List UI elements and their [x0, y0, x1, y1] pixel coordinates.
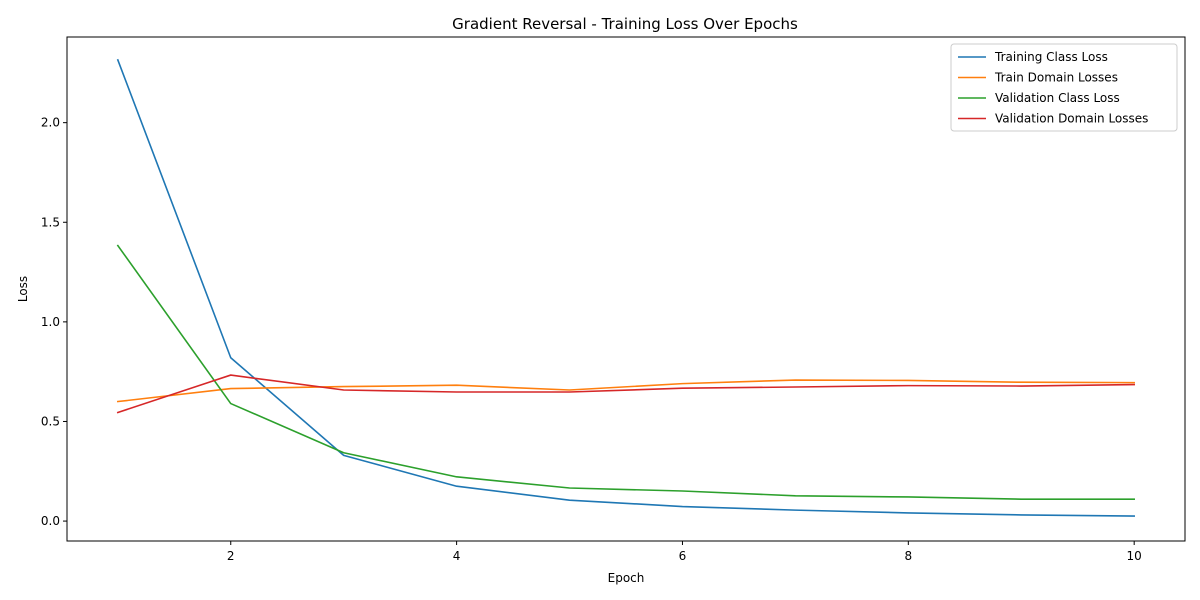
series-line-validation-class-loss: [116, 244, 1135, 500]
legend-label: Train Domain Losses: [994, 71, 1118, 85]
legend-box: [950, 43, 1178, 132]
series-line-training-class-loss: [116, 58, 1135, 517]
series-line-train-domain-losses: [116, 379, 1135, 403]
x-tick-label: 8: [905, 549, 913, 563]
x-tick-label: 6: [679, 549, 687, 563]
legend-label: Validation Class Loss: [995, 91, 1120, 105]
y-tick-label: 2.0: [41, 116, 60, 130]
plot-area-frame: [66, 36, 1186, 542]
y-tick-label: 1.5: [41, 215, 60, 229]
x-tick-label: 4: [453, 549, 461, 563]
x-axis: 2 4 6 8 10: [227, 541, 1142, 563]
x-tick-label: 10: [1127, 549, 1142, 563]
chart-title: Gradient Reversal - Training Loss Over E…: [452, 15, 798, 33]
legend: Training Class Loss Train Domain Losses Va…: [950, 43, 1178, 132]
series-line-validation-domain-losses: [116, 374, 1135, 414]
legend-label: Validation Domain Losses: [995, 112, 1148, 126]
y-tick-label: 0.0: [41, 514, 60, 528]
y-axis: 0.0 0.5 1.0 1.5 2.0: [41, 116, 67, 528]
y-tick-label: 0.5: [41, 414, 60, 428]
legend-label: Training Class Loss: [994, 50, 1108, 64]
y-axis-label: Loss: [16, 276, 30, 302]
series-lines: [116, 58, 1135, 517]
x-axis-label: Epoch: [608, 571, 645, 585]
y-tick-label: 1.0: [41, 315, 60, 329]
x-tick-label: 2: [227, 549, 235, 563]
